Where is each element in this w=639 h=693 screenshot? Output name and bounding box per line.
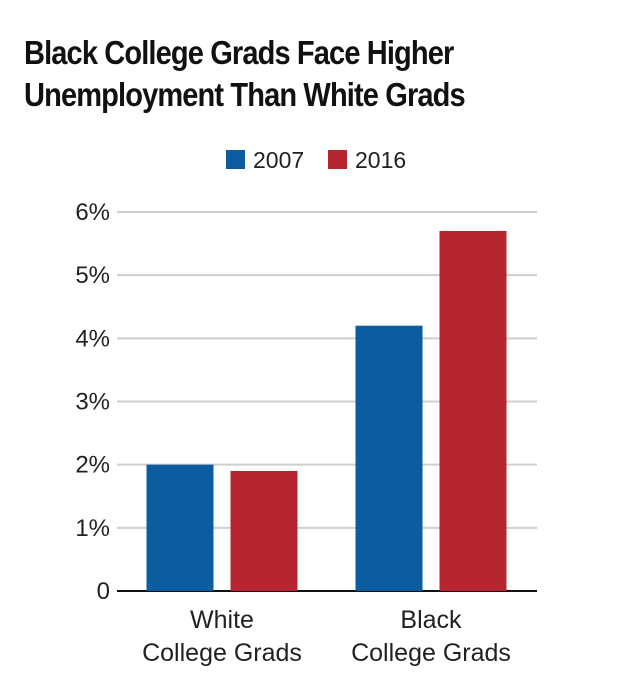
- x-tick-label: College Grads: [351, 639, 511, 667]
- bar-2007-1: [355, 325, 423, 591]
- title-line-2: Unemployment Than White Grads: [24, 76, 466, 113]
- legend-swatch-2007: [226, 150, 245, 169]
- x-tick-label: College Grads: [142, 639, 302, 667]
- bar-2016-0: [230, 470, 298, 591]
- y-tick-label: 1%: [75, 515, 110, 542]
- y-tick-label: 6%: [75, 199, 110, 226]
- y-tick-label: 2%: [75, 452, 110, 479]
- legend-label: 2007: [253, 147, 304, 173]
- x-tick-label: Black: [400, 606, 462, 634]
- title-line-1: Black College Grads Face Higher: [24, 34, 454, 71]
- chart-title: Black College Grads Face Higher Unemploy…: [24, 32, 466, 116]
- y-tick-label: 0: [97, 578, 110, 605]
- bar-2016-1: [439, 230, 507, 591]
- y-tick-label: 5%: [75, 262, 110, 289]
- y-tick-label: 4%: [75, 325, 110, 352]
- bar-2007-0: [146, 464, 214, 591]
- y-tick-label: 3%: [75, 389, 110, 416]
- legend-swatch-2016: [328, 150, 347, 169]
- x-tick-label: White: [190, 606, 254, 634]
- legend-label: 2016: [355, 147, 406, 173]
